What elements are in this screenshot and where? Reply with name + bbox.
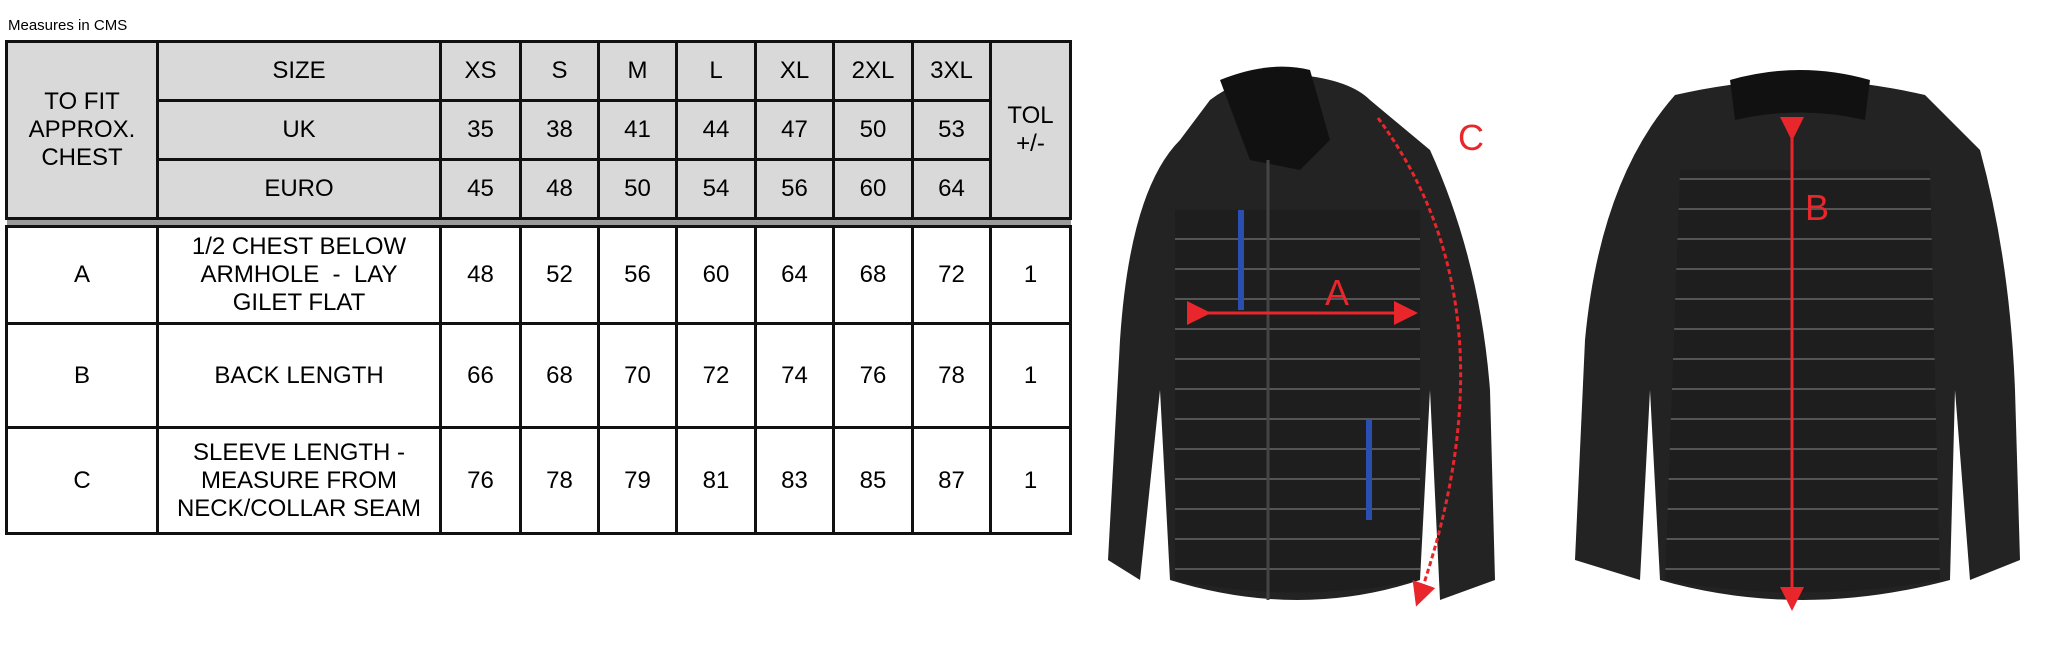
row-label: UK [156,99,442,161]
measure-code: A [5,225,159,325]
tol-label-cell: TOL +/- [989,40,1072,220]
size-chart-table: TO FIT APPROX. CHEST SIZE XS S M L XL 2X… [5,40,1072,535]
measure-row-a: A 1/2 CHEST BELOW ARMHOLE - LAY GILET FL… [5,225,1072,325]
label-c: C [1458,117,1484,158]
tol-cell: 1 [989,426,1072,535]
value-cell: 85 [832,426,914,535]
value-cell: 78 [911,322,992,429]
value-cell: 60 [675,225,757,325]
value-cell: 78 [519,426,600,535]
value-cell: 66 [439,322,522,429]
tol-label-line: TOL [1007,102,1054,129]
euro-cell: 48 [519,158,600,220]
measure-code: C [5,426,159,535]
value-cell: 74 [754,322,835,429]
desc-line: BACK LENGTH [214,361,384,389]
row-label: SIZE [156,40,442,102]
measure-code: B [5,322,159,429]
size-cell: L [675,40,757,102]
desc-line: SLEEVE LENGTH - [192,438,406,466]
measure-desc: SLEEVE LENGTH - MEASURE FROM NECK/COLLAR… [156,426,442,535]
sleeve-length-arrow [1376,117,1463,607]
row-label: EURO [156,158,442,220]
euro-cell: 64 [911,158,992,220]
tol-cell: 1 [989,225,1072,325]
value-cell: 70 [597,322,678,429]
tol-cell: 1 [989,322,1072,429]
zip-accent [1366,420,1372,520]
zip-accent [1238,210,1244,310]
value-cell: 68 [519,322,600,429]
label-b: B [1805,187,1829,228]
uk-cell: 53 [911,99,992,161]
uk-cell: 50 [832,99,914,161]
value-cell: 72 [675,322,757,429]
fit-label-line: CHEST [41,144,123,171]
value-cell: 48 [439,225,522,325]
measure-row-b: B BACK LENGTH 66 68 70 72 74 76 78 1 [5,322,1072,429]
fit-label-cell: TO FIT APPROX. CHEST [5,40,159,220]
measure-desc: 1/2 CHEST BELOW ARMHOLE - LAY GILET FLAT [156,225,442,325]
desc-line: MEASURE FROM [200,466,397,494]
desc-line: 1/2 CHEST BELOW [191,233,407,260]
header-row-size: TO FIT APPROX. CHEST SIZE XS S M L XL 2X… [5,40,1072,220]
desc-line: GILET FLAT [232,289,366,316]
value-cell: 83 [754,426,835,535]
uk-cell: 38 [519,99,600,161]
value-cell: 56 [597,225,678,325]
value-cell: 76 [439,426,522,535]
uk-cell: 47 [754,99,835,161]
measure-desc: BACK LENGTH [156,322,442,429]
uk-cell: 44 [675,99,757,161]
size-cell: XL [754,40,835,102]
euro-cell: 56 [754,158,835,220]
euro-cell: 54 [675,158,757,220]
label-a: A [1325,272,1349,313]
header-row-uk: UK 35 38 41 44 47 50 53 [7,99,1071,161]
value-cell: 76 [832,322,914,429]
size-cell: S [519,40,600,102]
euro-cell: 45 [439,158,522,220]
size-cell: XS [439,40,522,102]
divider-cell [6,217,1071,228]
uk-cell: 35 [439,99,522,161]
measure-row-c: C SLEEVE LENGTH - MEASURE FROM NECK/COLL… [5,426,1072,535]
header-row-euro: EURO 45 48 50 54 56 60 64 [7,158,1071,220]
size-cell: 3XL [911,40,992,102]
value-cell: 52 [519,225,600,325]
back-jacket-image [1575,70,2020,600]
value-cell: 72 [911,225,992,325]
size-cell: M [597,40,678,102]
size-cell: 2XL [832,40,914,102]
value-cell: 81 [675,426,757,535]
fit-label-line: APPROX. [28,116,136,143]
euro-cell: 60 [832,158,914,220]
value-cell: 87 [911,426,992,535]
units-caption: Measures in CMS [8,17,128,34]
desc-line: ARMHOLE - LAY [200,261,398,288]
tol-label-line: +/- [1016,130,1045,157]
fit-label-line: TO FIT [44,88,120,115]
header-divider [6,217,1071,228]
euro-cell: 50 [597,158,678,220]
value-cell: 68 [832,225,914,325]
desc-line: NECK/COLLAR SEAM [176,494,422,522]
value-cell: 79 [597,426,678,535]
uk-cell: 41 [597,99,678,161]
value-cell: 64 [754,225,835,325]
jacket-measurement-figure: A B C [1108,66,2020,611]
front-jacket-image [1108,66,1495,601]
